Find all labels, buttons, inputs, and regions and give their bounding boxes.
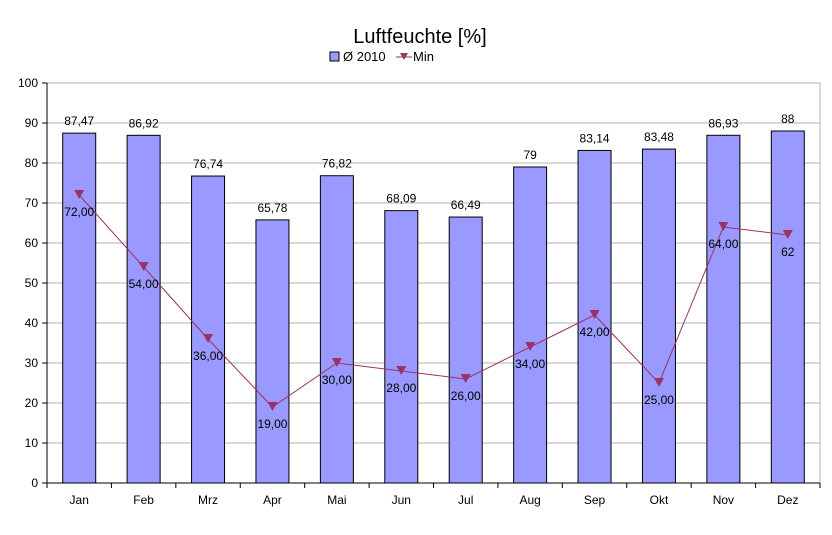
y-tick-label: 100 — [18, 76, 38, 90]
bar-value-label: 86,93 — [708, 116, 738, 130]
min-marker — [331, 358, 342, 367]
x-tick-label: Jun — [392, 493, 411, 507]
line-series — [74, 190, 793, 411]
x-tick-label: Nov — [713, 493, 734, 507]
bar — [62, 132, 97, 484]
min-marker — [460, 374, 471, 383]
legend-line-label: Min — [413, 49, 434, 64]
legend-bar-swatch — [329, 51, 340, 62]
y-tick-label: 30 — [25, 356, 39, 370]
x-tick-label: Okt — [650, 493, 669, 507]
legend-bar-label: Ø 2010 — [343, 49, 386, 64]
y-tick-label: 70 — [25, 196, 39, 210]
min-marker — [589, 310, 600, 319]
legend-line-marker — [400, 53, 408, 60]
min-value-label: 19,00 — [257, 417, 287, 431]
bar-value-label: 76,82 — [322, 157, 352, 171]
min-marker — [782, 230, 793, 239]
bar-value-label: 68,09 — [386, 192, 416, 206]
x-tick-label: Feb — [133, 493, 154, 507]
min-value-label: 34,00 — [515, 357, 545, 371]
x-tick-label: Mai — [327, 493, 346, 507]
bar-value-label: 83,14 — [580, 131, 610, 145]
y-tick-label: 90 — [25, 116, 39, 130]
min-value-label: 64,00 — [708, 237, 738, 251]
bar-value-label: 76,74 — [193, 157, 223, 171]
bar — [191, 175, 226, 484]
min-value-label: 28,00 — [386, 381, 416, 395]
bar-value-label: 86,92 — [129, 116, 159, 130]
x-tick-label: Jan — [70, 493, 89, 507]
min-value-label: 25,00 — [644, 393, 674, 407]
bar-value-label: 66,49 — [451, 198, 481, 212]
x-tick-label: Mrz — [198, 493, 218, 507]
min-marker — [74, 190, 85, 199]
bar — [384, 210, 419, 484]
min-marker — [653, 378, 664, 387]
bar — [448, 216, 483, 484]
chart-title: Luftfeuchte [%] — [353, 26, 486, 48]
y-tick-label: 0 — [31, 476, 38, 490]
min-value-label: 30,00 — [322, 373, 352, 387]
y-tick-label: 80 — [25, 156, 39, 170]
min-line — [78, 194, 788, 408]
gridlines — [46, 82, 821, 484]
axes: 0 10 20 30 40 50 60 70 80 90 100 Jan Feb Mrz Apr Mai Jun… — [18, 76, 821, 507]
bar-value-label: 65,78 — [257, 201, 287, 215]
x-tick-label: Aug — [519, 493, 540, 507]
bar-value-label: 83,48 — [644, 130, 674, 144]
data-labels: 87,47 86,92 76,74 65,78 76,82 68,09 66,49 79 83,… — [64, 112, 795, 431]
min-marker — [525, 342, 536, 351]
y-tick-label: 20 — [25, 396, 39, 410]
bar — [641, 148, 676, 484]
x-tick-label: Dez — [777, 493, 798, 507]
min-value-label: 36,00 — [193, 349, 223, 363]
bar — [126, 134, 161, 484]
min-value-label: 26,00 — [451, 389, 481, 403]
y-tick-label: 40 — [25, 316, 39, 330]
min-value-label: 62 — [781, 245, 795, 259]
x-tick-label: Sep — [584, 493, 606, 507]
x-tick-label: Jul — [458, 493, 473, 507]
bar — [770, 130, 805, 484]
bar — [319, 175, 354, 484]
min-value-label: 54,00 — [129, 277, 159, 291]
min-value-label: 42,00 — [580, 325, 610, 339]
min-marker — [138, 262, 149, 271]
x-tick-label: Apr — [263, 493, 282, 507]
bar — [255, 219, 290, 484]
y-tick-label: 60 — [25, 236, 39, 250]
bar-value-label: 88 — [781, 112, 795, 126]
bar — [513, 166, 548, 484]
min-marker — [718, 222, 729, 231]
min-value-label: 72,00 — [64, 205, 94, 219]
bar-value-label: 79 — [523, 148, 537, 162]
min-marker — [267, 402, 278, 411]
y-tick-label: 50 — [25, 276, 39, 290]
min-marker — [203, 334, 214, 343]
y-tick-label: 10 — [25, 436, 39, 450]
bar-value-label: 87,47 — [64, 114, 94, 128]
bar — [706, 134, 741, 484]
min-marker — [396, 366, 407, 375]
legend: Ø 2010 Min — [329, 49, 434, 64]
